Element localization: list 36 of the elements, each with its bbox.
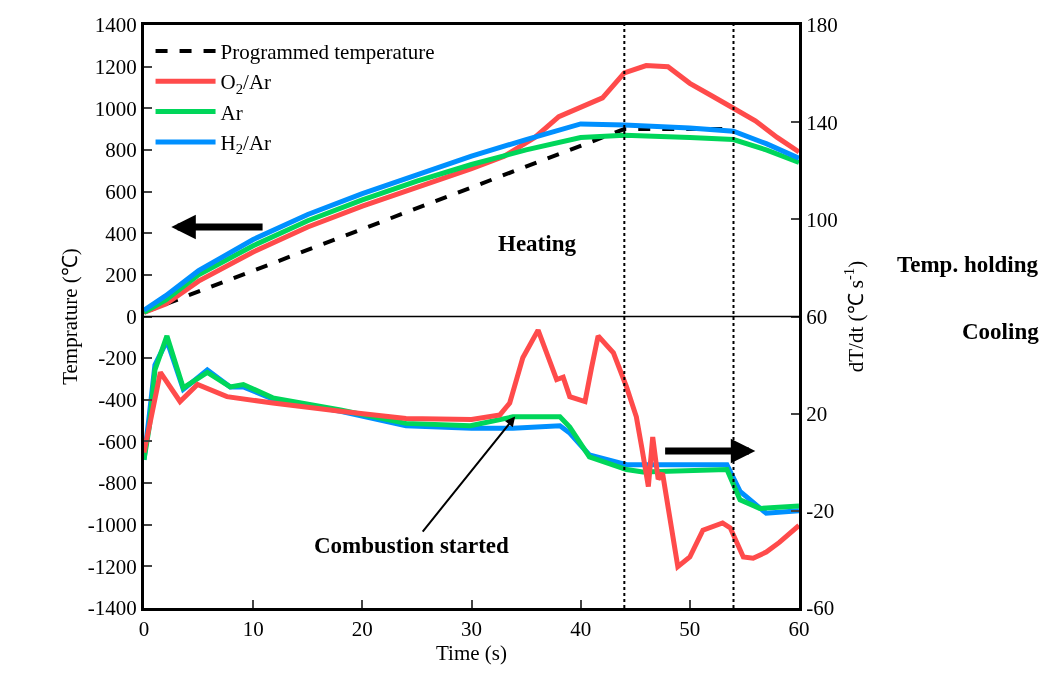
- y-tick-label: 600: [105, 179, 137, 204]
- annotation: Heating: [498, 231, 577, 256]
- x-tick-label: 50: [679, 617, 701, 642]
- y-tick-label: -400: [98, 388, 137, 413]
- text: Cooling: [962, 319, 1040, 344]
- legend-label: Ar: [220, 100, 243, 125]
- y-tick-label: 1400: [94, 13, 137, 38]
- x-tick-label: 10: [242, 617, 264, 642]
- annotation: Combustion started: [314, 533, 510, 558]
- x-tick-label: 40: [570, 617, 592, 642]
- y-tick-label: -600: [98, 429, 137, 454]
- y2-tick-label: 100: [806, 207, 838, 232]
- x-tick-label: 30: [461, 617, 482, 642]
- y-tick-label: -1400: [87, 596, 137, 621]
- y-tick-label: 0: [126, 304, 137, 329]
- x-tick-label: 20: [351, 617, 373, 642]
- y2-tick-label: 180: [806, 13, 838, 38]
- legend-label: O$_{2}$/Ar: [220, 70, 272, 97]
- y2-tick-label: 20: [806, 402, 828, 427]
- y2-tick-label: -20: [806, 499, 835, 524]
- y-tick-label: 1200: [94, 54, 137, 79]
- x-axis-title: Time (s): [436, 641, 507, 666]
- y2-tick-label: 140: [806, 110, 838, 135]
- legend-label: H$_{2}$/Ar: [220, 131, 272, 158]
- y-tick-label: -1000: [87, 513, 137, 538]
- legend-label: Programmed temperature: [220, 40, 435, 65]
- y-tick-label: 1000: [94, 96, 137, 121]
- y-tick-label: -1200: [87, 554, 137, 579]
- y-tick-label: 800: [105, 138, 137, 163]
- y-tick-label: -800: [98, 471, 137, 496]
- y-tick-label: 200: [105, 263, 137, 288]
- y2-tick-label: 60: [806, 304, 828, 329]
- y-axis-title: Temprature (℃): [57, 248, 82, 385]
- y-tick-label: 400: [105, 221, 137, 246]
- y-tick-label: -200: [98, 346, 137, 371]
- text: Temp. holding: [897, 252, 1039, 277]
